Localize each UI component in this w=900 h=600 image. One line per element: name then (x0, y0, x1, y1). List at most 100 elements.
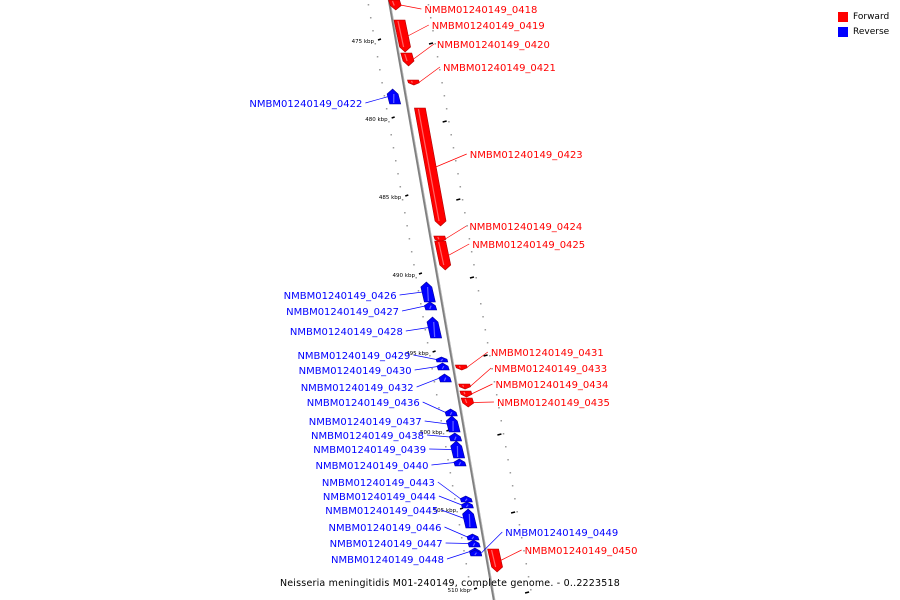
gene-highlight (433, 321, 436, 338)
left-track-dot (415, 277, 417, 279)
right-track-dot (473, 264, 475, 266)
left-track-dot (460, 537, 463, 539)
right-track-dot (468, 238, 471, 240)
gene-highlight (429, 305, 432, 310)
gene-leader-line (438, 495, 463, 506)
gene-label[interactable]: NMBM01240149_0420 (437, 40, 550, 51)
gene-feature-nmbm01240149-0424[interactable] (433, 235, 447, 243)
gene-feature-nmbm01240149-0423[interactable] (414, 107, 447, 227)
left-track-dot (374, 43, 377, 45)
gene-highlight (440, 358, 444, 362)
gene-label[interactable]: NMBM01240149_0443 (322, 478, 435, 489)
legend: Forward Reverse (838, 9, 900, 39)
scale-tick-mark-right (524, 591, 530, 594)
gene-label[interactable]: NMBM01240149_0431 (491, 348, 604, 359)
gene-label[interactable]: NMBM01240149_0421 (443, 63, 556, 74)
gene-label[interactable]: NMBM01240149_0423 (470, 150, 583, 161)
right-track-dot (480, 303, 482, 305)
scale-tick-label: 510 kbp (448, 588, 471, 594)
right-track-dot (459, 186, 462, 188)
left-track-dot (408, 238, 411, 240)
scale-tick-mark-right (483, 354, 488, 357)
gene-label[interactable]: NMBM01240149_0438 (311, 431, 424, 442)
gene-label[interactable]: NMBM01240149_0448 (331, 555, 444, 566)
gene-label[interactable]: NMBM01240149_0449 (505, 528, 618, 539)
left-track-dot (438, 407, 440, 409)
gene-feature-nmbm01240149-0420[interactable] (400, 52, 415, 67)
gene-feature-nmbm01240149-0418[interactable] (388, 0, 402, 11)
scale-tick-mark-right (497, 433, 502, 436)
gene-features (386, 0, 503, 573)
left-track-dot (422, 316, 424, 318)
left-track-dot (381, 82, 383, 84)
gene-label[interactable]: NMBM01240149_0425 (472, 240, 585, 251)
left-track-dot (372, 30, 374, 32)
right-track-dot (502, 433, 505, 435)
gene-label[interactable]: NMBM01240149_0427 (286, 307, 399, 318)
gene-label[interactable]: NMBM01240149_0445 (325, 506, 438, 517)
gene-label[interactable]: NMBM01240149_0450 (525, 546, 638, 557)
gene-label[interactable]: NMBM01240149_0446 (329, 523, 442, 534)
right-track-dot (495, 394, 498, 396)
gene-label[interactable]: NMBM01240149_0434 (495, 380, 608, 391)
gene-label[interactable]: NMBM01240149_0419 (432, 21, 545, 32)
gene-label[interactable]: NMBM01240149_0424 (469, 222, 582, 233)
gene-label[interactable]: NMBM01240149_0439 (313, 445, 426, 456)
gene-label[interactable]: NMBM01240149_0426 (284, 291, 397, 302)
gene-leader-line (445, 542, 469, 544)
gene-feature-nmbm01240149-0421[interactable] (407, 79, 420, 86)
left-track-dot (404, 212, 406, 214)
right-track-dot (493, 381, 496, 383)
gene-label[interactable]: NMBM01240149_0422 (249, 99, 362, 110)
gene-highlight (465, 504, 469, 508)
gene-label[interactable]: NMBM01240149_0428 (290, 327, 403, 338)
right-track-dot (507, 459, 509, 461)
gene-leader-line (405, 327, 429, 332)
left-track-dot (449, 472, 452, 474)
right-track-dot (482, 316, 484, 318)
right-track-dot (520, 537, 523, 539)
gene-label[interactable]: NMBM01240149_0444 (323, 492, 436, 503)
gene-highlight (471, 536, 475, 540)
left-track-dot (376, 56, 379, 58)
gene-label[interactable]: NMBM01240149_0433 (494, 364, 607, 375)
gene-label[interactable]: NMBM01240149_0429 (297, 351, 410, 362)
gene-leader-line (365, 96, 389, 104)
gene-label[interactable]: NMBM01240149_0435 (497, 398, 610, 409)
gene-label[interactable]: NMBM01240149_0447 (330, 539, 443, 550)
left-track-dot (431, 368, 433, 370)
gene-leader-line (413, 354, 437, 360)
right-track-dot (434, 43, 437, 45)
gene-label[interactable]: NMBM01240149_0432 (301, 383, 414, 394)
left-track-dot (392, 147, 395, 149)
gene-label[interactable]: NMBM01240149_0440 (315, 461, 428, 472)
gene-label[interactable]: NMBM01240149_0436 (307, 398, 420, 409)
gene-feature-nmbm01240149-0431[interactable] (454, 364, 468, 371)
left-track-dot (413, 264, 415, 266)
gene-feature-nmbm01240149-0434[interactable] (459, 390, 473, 398)
gene-leader-line (429, 448, 453, 450)
left-track-dot (420, 303, 422, 305)
gene-feature-nmbm01240149-0450[interactable] (487, 548, 503, 573)
left-track-dot (395, 160, 397, 162)
right-track-dot (518, 524, 521, 526)
gene-leader-line (400, 4, 422, 10)
gene-leader-line (426, 434, 451, 438)
left-track-dot (367, 4, 370, 6)
left-track-dot (456, 511, 458, 513)
gene-leader-line (424, 420, 448, 425)
right-track-dot (470, 251, 473, 253)
gene-highlight (427, 286, 429, 302)
gene-feature-nmbm01240149-0425[interactable] (434, 240, 452, 271)
gene-label[interactable]: NMBM01240149_0430 (299, 366, 412, 377)
gene-feature-nmbm01240149-0435[interactable] (460, 397, 475, 408)
right-track-dot (491, 368, 493, 370)
gene-feature-nmbm01240149-0419[interactable] (393, 19, 411, 53)
gene-label[interactable]: NMBM01240149_0437 (309, 417, 422, 428)
gene-label[interactable]: NMBM01240149_0418 (424, 5, 537, 16)
right-track-dot (498, 407, 500, 409)
gene-leader-line (481, 531, 503, 554)
gene-feature-nmbm01240149-0433[interactable] (458, 383, 471, 390)
left-track-dot (424, 329, 427, 331)
